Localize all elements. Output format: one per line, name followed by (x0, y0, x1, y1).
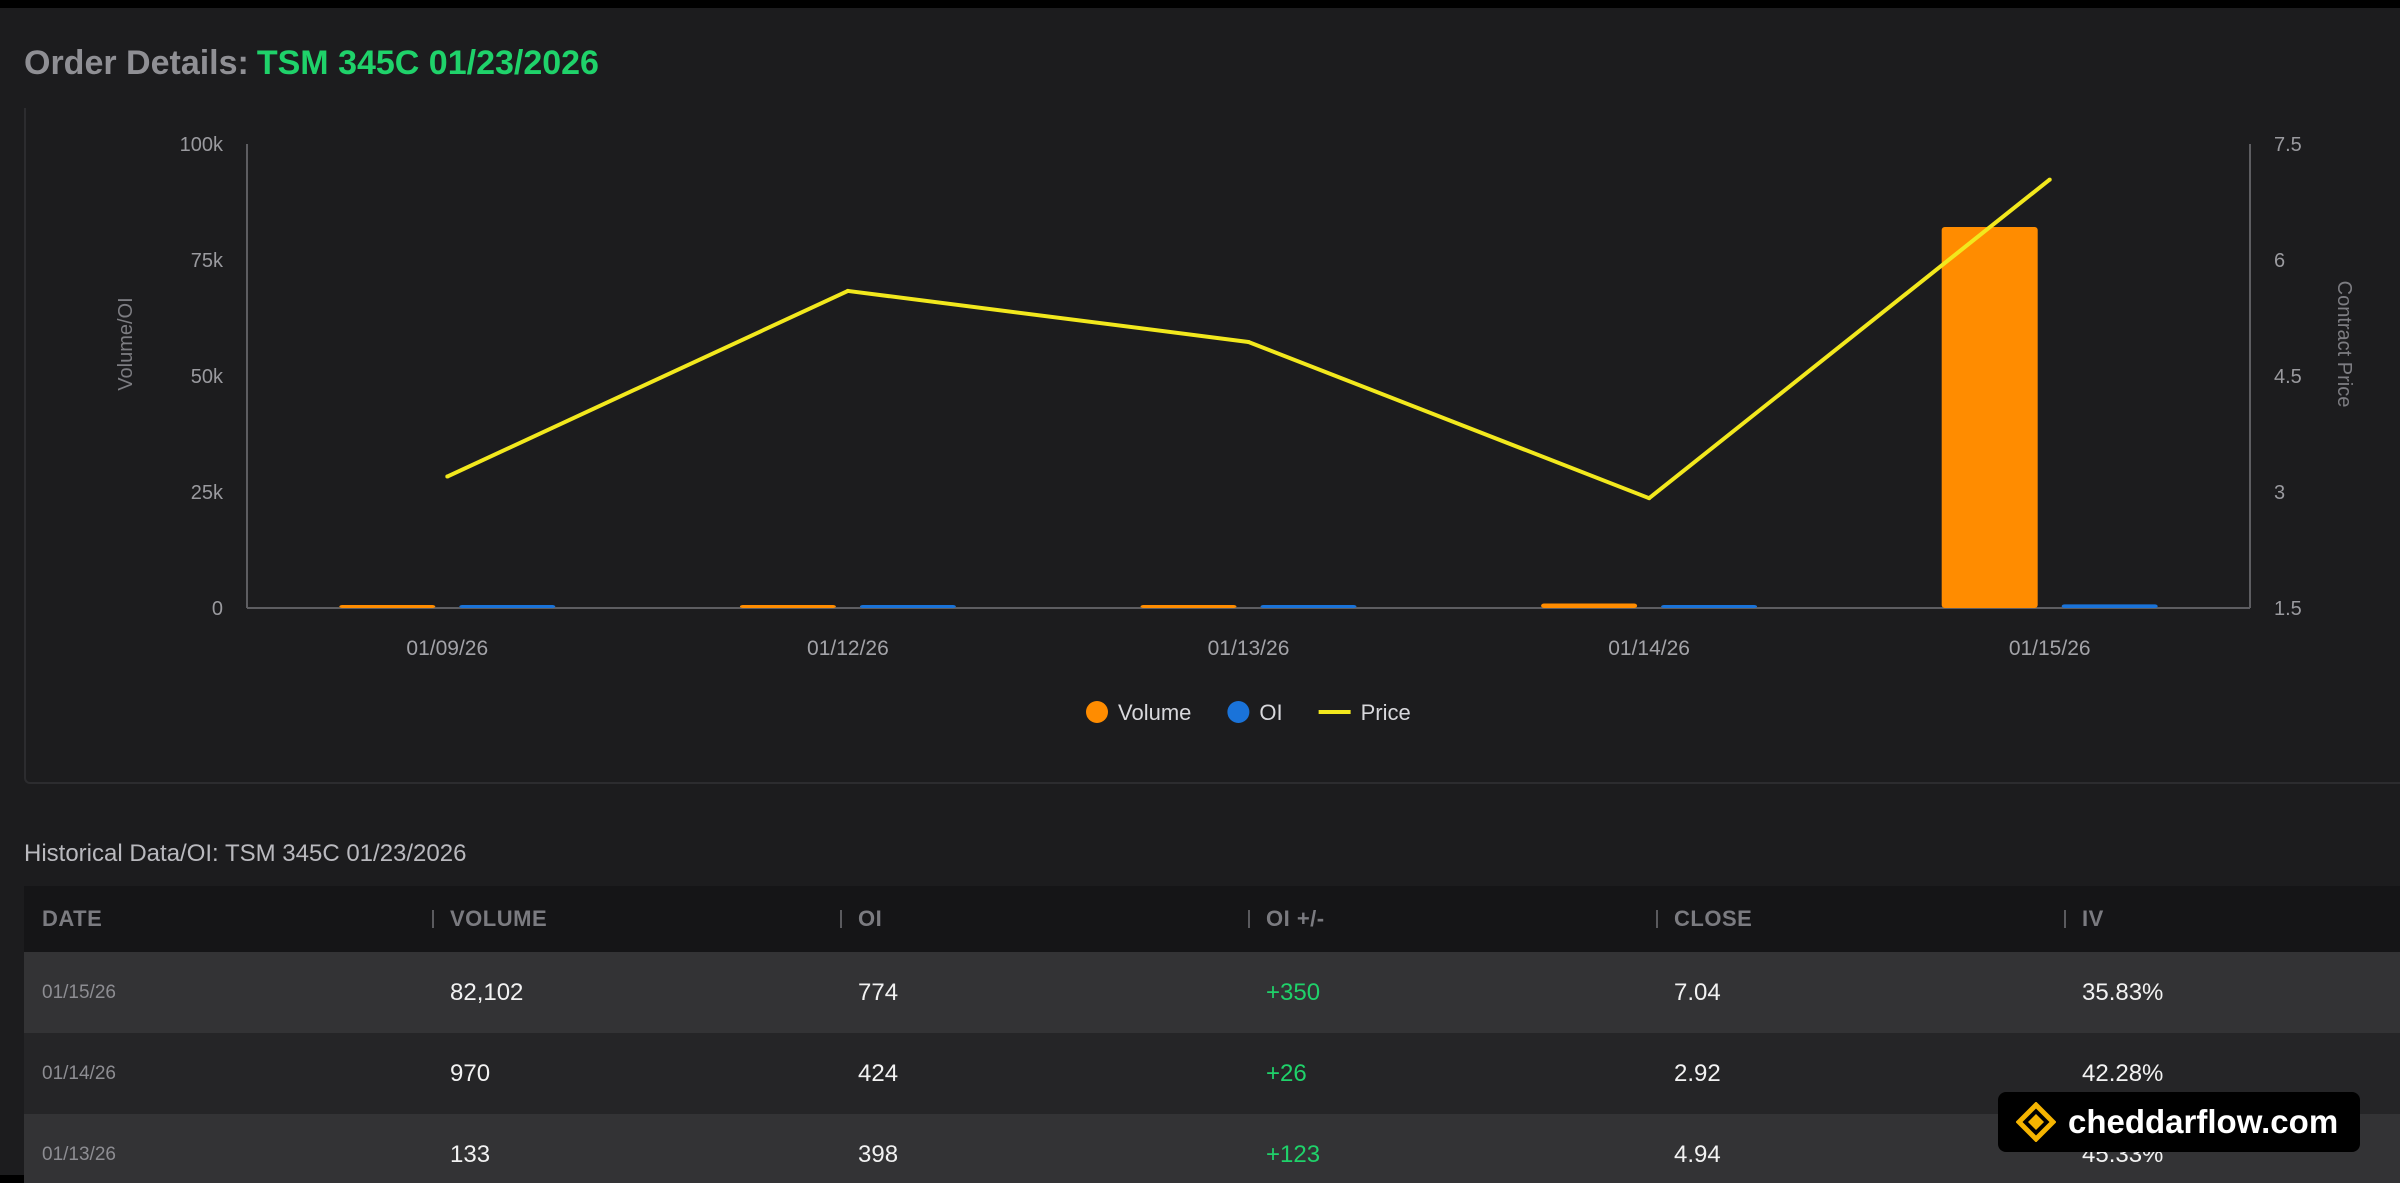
table-cell: 398 (858, 1140, 899, 1168)
historical-data-title: Historical Data/OI: TSM 345C 01/23/2026 (24, 840, 467, 867)
y-tick-label-right: 4.5 (2274, 366, 2302, 388)
price-volume-chart: 100k 75k 50k 25k 0 7.5 6 4.5 3 1.5 Volume/OI Contra… (115, 134, 2355, 725)
price-line (446, 178, 2051, 501)
cheddarflow-logo-icon (2016, 1102, 2056, 1142)
legend-label: Price (1361, 700, 1411, 725)
y-tick-label-left: 75k (191, 250, 224, 272)
volume-bar (739, 605, 836, 608)
oi-bar (459, 605, 556, 608)
x-tick-label: 01/12/26 (807, 637, 889, 660)
y-axis-title-left: Volume/OI (115, 297, 137, 390)
column-header[interactable]: DATE (42, 906, 103, 931)
price-point (2047, 177, 2052, 182)
volume-bar (339, 605, 436, 608)
price-point (445, 474, 450, 479)
price-point (1246, 339, 1251, 344)
page-title-label: Order Details: (24, 44, 249, 82)
table-cell: +350 (1266, 978, 1321, 1006)
y-tick-label-left: 25k (191, 482, 224, 504)
y-tick-label-left: 100k (180, 134, 224, 156)
brand-badge[interactable]: cheddarflow.com (1998, 1092, 2360, 1152)
y-tick-label-right: 7.5 (2274, 134, 2302, 156)
oi-bar (1260, 605, 1357, 608)
historical-data-table: DATE VOLUME OI OI +/- CLOSE IV 01/15/26 82,102… (24, 886, 2400, 1183)
table-cell: 42.28% (2082, 1059, 2164, 1087)
y-tick-label-right: 1.5 (2274, 598, 2302, 620)
x-tick-label: 01/13/26 (1208, 637, 1290, 660)
legend-label: OI (1259, 700, 1282, 725)
price-point (845, 288, 850, 293)
x-tick-label: 01/09/26 (406, 637, 488, 660)
table-cell: +26 (1266, 1059, 1307, 1087)
oi-bar (2061, 604, 2158, 608)
y-tick-label-left: 50k (191, 366, 224, 388)
brand-name: cheddarflow.com (2068, 1103, 2339, 1140)
oi-bar (859, 605, 956, 608)
table-cell: 774 (858, 978, 899, 1006)
x-tick-label: 01/15/26 (2009, 637, 2091, 660)
table-cell: 01/14/26 (42, 1062, 116, 1084)
column-header[interactable]: OI +/- (1248, 906, 1656, 932)
column-header[interactable]: CLOSE (1656, 906, 2064, 932)
legend-label: Volume (1118, 700, 1191, 725)
table-cell: 82,102 (450, 978, 524, 1006)
oi-legend-marker (1227, 701, 1250, 723)
contract-name: TSM 345C 01/23/2026 (256, 44, 599, 82)
y-axis-title-right: Contract Price (2333, 281, 2355, 408)
chart-panel: 100k 75k 50k 25k 0 7.5 6 4.5 3 1.5 Volume/OI Contra… (24, 108, 2400, 784)
x-tick-label: 01/14/26 (1608, 637, 1690, 660)
table-cell: 4.94 (1674, 1140, 1721, 1168)
y-tick-label-right: 3 (2274, 482, 2285, 504)
table-cell: 7.04 (1674, 978, 1721, 1006)
table-body: 01/15/26 82,102 774 +350 7.04 35.83% 01/14/26 9… (24, 952, 2400, 1183)
price-point (1647, 496, 1652, 501)
volume-bar (1140, 605, 1237, 608)
table-cell: 2.92 (1674, 1059, 1721, 1087)
volume-bar (1941, 227, 2038, 608)
column-header[interactable]: OI (840, 906, 1248, 932)
table-header: DATE VOLUME OI OI +/- CLOSE IV (24, 886, 2400, 952)
oi-bar (1661, 605, 1758, 608)
column-header[interactable]: VOLUME (432, 906, 840, 932)
table-cell: 01/15/26 (42, 981, 116, 1003)
column-header[interactable]: IV (2064, 906, 2400, 932)
table-cell: 970 (450, 1059, 491, 1087)
volume-bar (1541, 603, 1638, 608)
page-title: Order Details: TSM 345C 01/23/2026 (24, 44, 599, 83)
y-tick-label-left: 0 (212, 598, 223, 620)
table-cell: 35.83% (2082, 978, 2164, 1006)
table-cell: 424 (858, 1059, 899, 1087)
y-tick-label-right: 6 (2274, 250, 2285, 272)
table-cell: 133 (450, 1140, 491, 1168)
table-cell: 01/13/26 (42, 1143, 116, 1165)
table-cell: +123 (1266, 1140, 1321, 1168)
volume-legend-marker (1086, 701, 1108, 723)
table-row[interactable]: 01/15/26 82,102 774 +350 7.04 35.83% (24, 952, 2400, 1033)
